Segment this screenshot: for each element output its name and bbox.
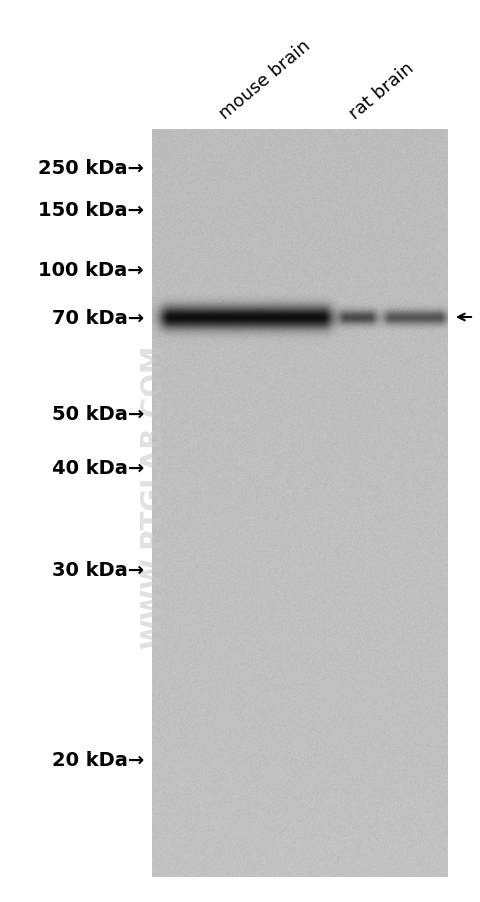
Text: 40 kDa→: 40 kDa→	[52, 458, 144, 477]
Text: 100 kDa→: 100 kDa→	[38, 260, 144, 280]
Text: 250 kDa→: 250 kDa→	[38, 159, 144, 178]
Text: 30 kDa→: 30 kDa→	[52, 560, 144, 579]
Text: rat brain: rat brain	[347, 59, 418, 123]
Text: 50 kDa→: 50 kDa→	[52, 405, 144, 424]
Text: 70 kDa→: 70 kDa→	[52, 308, 144, 327]
Text: 150 kDa→: 150 kDa→	[38, 200, 144, 219]
Text: 20 kDa→: 20 kDa→	[52, 750, 144, 769]
Text: mouse brain: mouse brain	[216, 37, 314, 123]
Text: WWW.PTGLAB.COM: WWW.PTGLAB.COM	[140, 344, 168, 649]
